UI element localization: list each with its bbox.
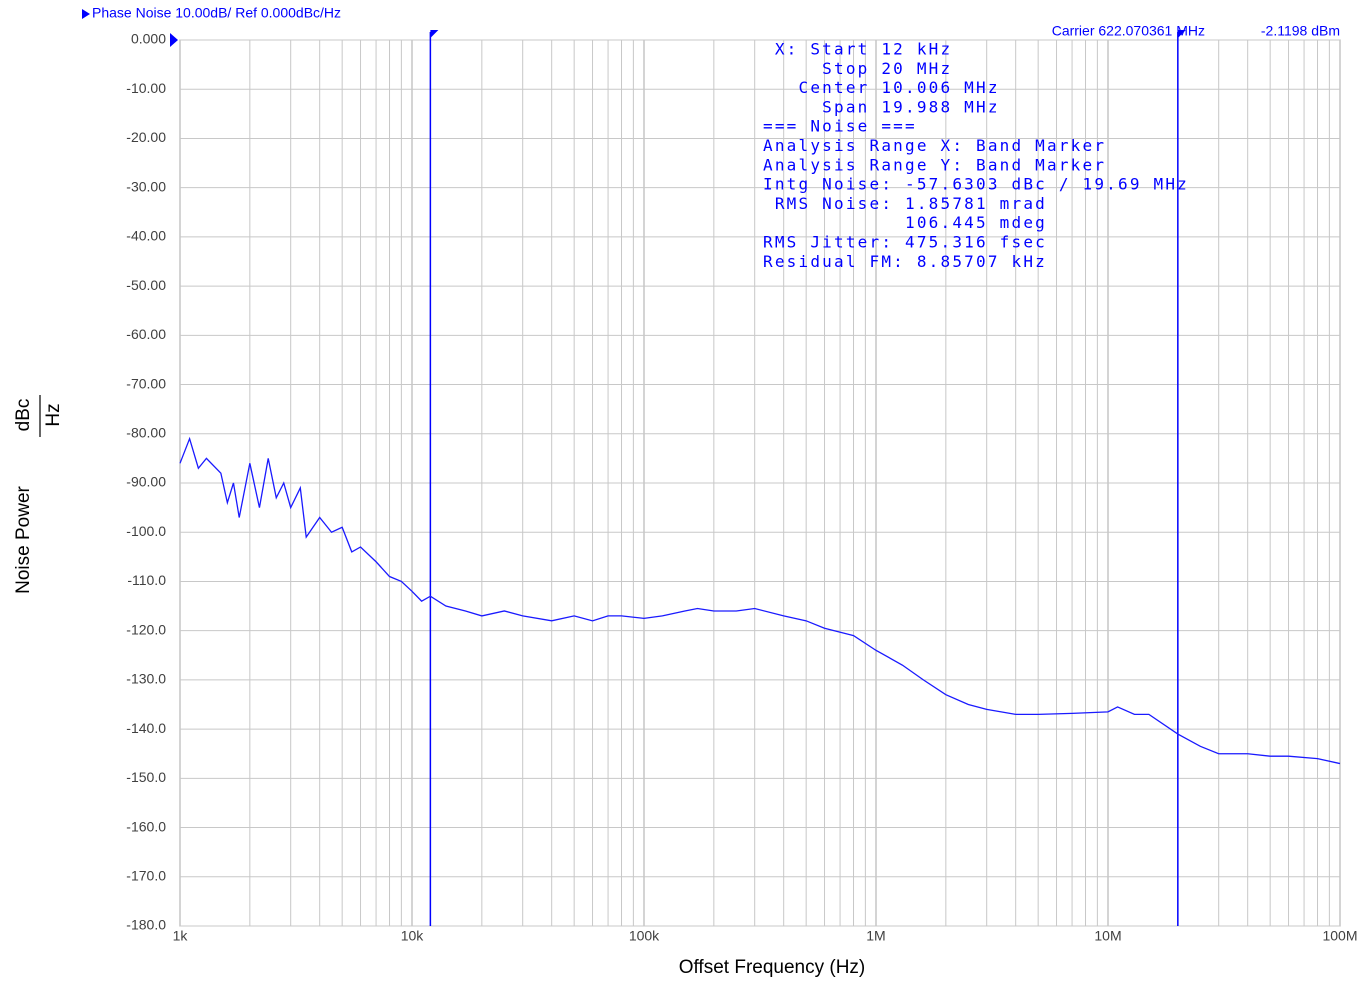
info-line: === Noise === [763,117,917,136]
band-marker-flag [430,30,439,38]
info-line: X: Start 12 kHz [763,40,952,59]
y-axis-label: Noise Power [13,485,34,593]
power: -2.1198 dBm [1261,23,1340,39]
y-tick-label: -110.0 [127,572,166,588]
info-line: Span 19.988 MHz [763,97,1000,116]
y-tick-label: -170.0 [126,867,166,883]
header-arrow [82,9,90,19]
y-tick-label: -60.00 [126,326,166,342]
carrier: Carrier 622.070361 MHz [1052,23,1205,39]
header: Phase Noise 10.00dB/ Ref 0.000dBc/Hz [92,5,341,21]
info-line: Stop 20 MHz [763,59,952,78]
x-tick-label: 10M [1094,928,1121,944]
x-tick-label: 100k [629,928,660,944]
y-tick-label: -180.0 [126,917,166,933]
info-line: RMS Jitter: 475.316 fsec [763,233,1047,252]
info-line: Center 10.006 MHz [763,78,1000,97]
ref-arrow [170,33,178,47]
grid [179,39,1341,927]
y-tick-label: -10.00 [126,80,166,96]
x-tick-label: 10k [401,928,425,944]
x-tick-label: 1k [173,928,189,944]
y-tick-label: -70.00 [126,375,166,391]
x-tick-label: 100M [1322,928,1357,944]
y-tick-label: -130.0 [126,671,166,687]
y-tick-label: -160.0 [126,818,166,834]
y-tick-label: -150.0 [126,769,166,785]
y-unit-num: dBc [13,399,34,432]
info-line: Analysis Range X: Band Marker [763,136,1106,155]
y-tick-label: -30.00 [126,178,166,194]
y-tick-label: -90.00 [126,474,166,490]
y-unit-den: Hz [43,403,64,426]
y-tick-label: -140.0 [126,720,166,736]
y-tick-label: -120.0 [126,621,166,637]
y-tick-label: -20.00 [126,129,166,145]
info-line: RMS Noise: 1.85781 mrad [763,194,1047,213]
band-marker-flag [1177,30,1186,38]
x-axis-label: Offset Frequency (Hz) [679,957,866,978]
y-tick-label: -80.00 [126,424,166,440]
y-tick-label: -100.0 [126,523,166,539]
y-tick-label: 0.000 [131,31,166,47]
x-tick-label: 1M [866,928,885,944]
info-line: Residual FM: 8.85707 kHz [763,252,1047,271]
y-tick-label: -40.00 [126,228,166,244]
trace [179,436,1341,765]
info-line: Intg Noise: -57.6303 dBc / 19.69 MHz [763,175,1189,194]
info-line: Analysis Range Y: Band Marker [763,155,1106,174]
info-line: 106.445 mdeg [763,213,1047,232]
y-tick-label: -50.00 [126,277,166,293]
